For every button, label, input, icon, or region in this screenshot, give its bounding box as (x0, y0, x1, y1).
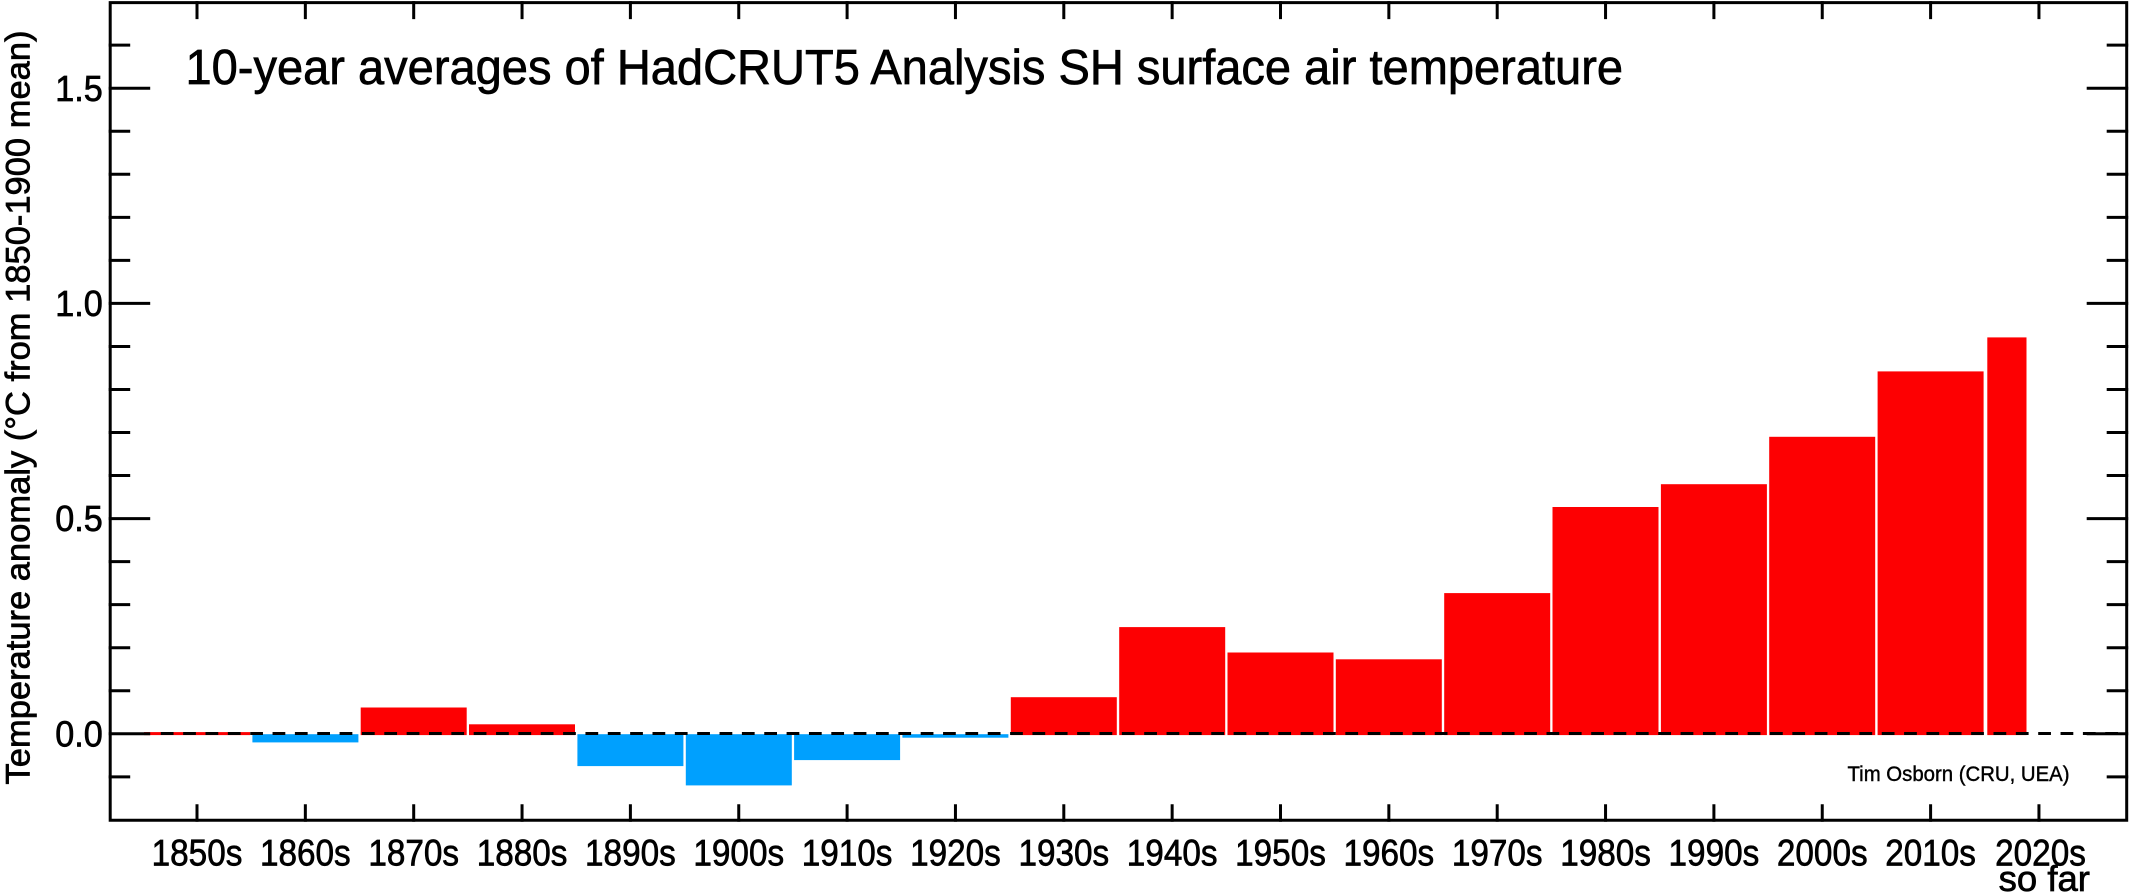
svg-text:0.0: 0.0 (55, 715, 103, 755)
svg-text:1880s: 1880s (477, 833, 568, 874)
svg-text:1900s: 1900s (693, 833, 784, 874)
svg-text:1.5: 1.5 (55, 69, 103, 109)
svg-text:1980s: 1980s (1560, 833, 1651, 874)
svg-text:1860s: 1860s (260, 833, 351, 874)
svg-text:Temperature anomaly (°C from 1: Temperature anomaly (°C from 1850-1900 m… (0, 31, 38, 785)
svg-text:Tim Osborn (CRU, UEA): Tim Osborn (CRU, UEA) (1848, 763, 2070, 786)
svg-text:1.0: 1.0 (55, 284, 103, 324)
svg-text:1850s: 1850s (152, 833, 243, 874)
svg-text:2020s: 2020s (1995, 833, 2086, 874)
svg-text:1910s: 1910s (802, 833, 893, 874)
svg-text:1960s: 1960s (1343, 833, 1434, 874)
svg-text:2000s: 2000s (1777, 833, 1868, 874)
svg-text:so far: so far (1999, 858, 2090, 893)
svg-text:1940s: 1940s (1127, 833, 1218, 874)
svg-text:1870s: 1870s (368, 833, 459, 874)
svg-text:2010s: 2010s (1885, 833, 1976, 874)
svg-text:1970s: 1970s (1452, 833, 1543, 874)
svg-text:0.5: 0.5 (55, 499, 103, 539)
svg-text:1890s: 1890s (585, 833, 676, 874)
svg-text:1920s: 1920s (910, 833, 1001, 874)
svg-text:1990s: 1990s (1669, 833, 1760, 874)
svg-text:10-year averages of HadCRUT5 A: 10-year averages of HadCRUT5 Analysis SH… (186, 41, 1624, 95)
svg-text:1930s: 1930s (1018, 833, 1109, 874)
svg-text:1950s: 1950s (1235, 833, 1326, 874)
